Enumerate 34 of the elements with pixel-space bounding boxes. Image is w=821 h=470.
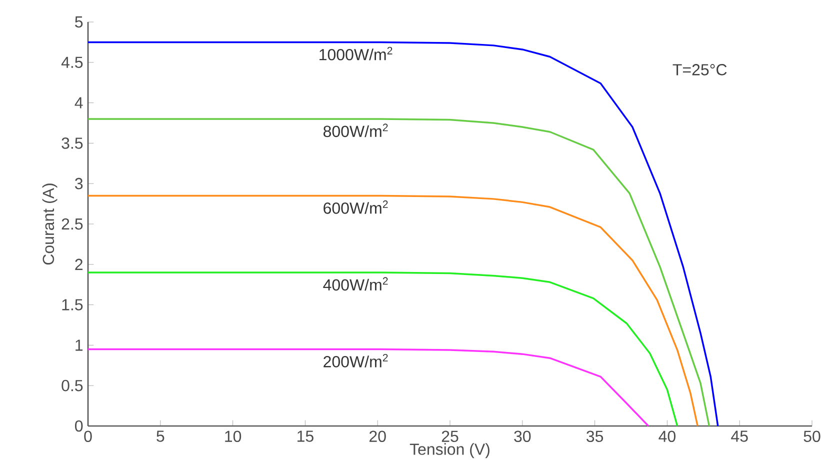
y-tick-label: 4.5: [61, 56, 83, 68]
series-label: 600W/m$^{2}$: [324, 200, 388, 214]
series-label: 1000W/m$^{2}$: [320, 46, 392, 60]
x-tick-label: 15: [298, 430, 314, 442]
y-tick-label: 0: [75, 420, 83, 432]
annotation: T=25°C: [672, 64, 727, 76]
x-tick-label: 0: [84, 430, 92, 442]
y-tick-label: 3: [75, 178, 83, 190]
x-tick-label: 20: [370, 430, 386, 442]
series-label: 200W/m$^{2}$: [324, 354, 388, 368]
x-axis-title: Tension (V): [410, 443, 490, 458]
x-tick-label: 5: [156, 430, 164, 442]
line-series: [87, 194, 698, 427]
y-tick-label: 3.5: [62, 138, 83, 149]
y-tick-label: 2.5: [62, 218, 83, 230]
x-tick-label: 45: [731, 430, 748, 442]
y-tick-label: 5: [75, 16, 83, 28]
series-label: 400W/m$^{2}$: [323, 277, 388, 291]
x-tick-label: 30: [514, 430, 531, 442]
line-series: [87, 348, 650, 427]
line-series: [87, 272, 678, 427]
y-tick-label: 2: [75, 258, 82, 270]
x-tick-label: 50: [804, 430, 820, 442]
y-tick-label: 1.5: [62, 299, 83, 310]
y-axis-title: Courant (A): [42, 184, 58, 265]
series-label: 800W/m$^{2}$: [323, 124, 388, 138]
x-tick-label: 25: [442, 430, 458, 442]
y-tick-label: 1: [76, 340, 83, 351]
x-tick-label: 10: [225, 430, 242, 442]
x-tick-label: 40: [658, 430, 676, 442]
y-tick-label: 0.5: [62, 380, 83, 392]
y-tick-label: 4: [74, 97, 83, 108]
x-tick-label: 35: [586, 430, 604, 442]
line-series: [87, 118, 710, 427]
